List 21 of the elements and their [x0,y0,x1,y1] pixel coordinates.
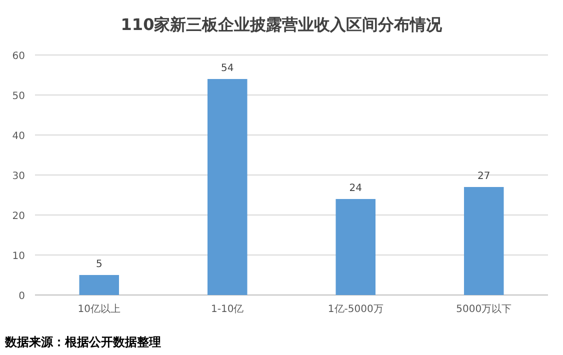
x-tick-label: 5000万以下 [456,303,512,315]
y-tick-label: 40 [12,131,25,142]
y-tick-label: 60 [12,51,25,62]
y-tick-label: 50 [12,91,25,102]
y-tick-label: 0 [18,291,25,302]
bar [464,187,504,295]
data-label: 27 [478,171,490,182]
source-note: 数据来源：根据公开数据整理 [4,335,161,349]
x-tick-label: 1亿-5000万 [328,304,384,315]
chart-title: 110家新三板企业披露营业收入区间分布情况 [120,15,444,34]
y-tick-label: 30 [12,171,25,182]
y-tick-label: 20 [12,211,25,222]
bar [207,79,248,295]
bar [336,199,376,295]
y-tick-label: 10 [12,251,25,262]
data-label: 5 [96,259,102,270]
x-tick-label: 10亿以上 [78,303,120,315]
bar [79,275,120,295]
x-tick-label: 1-10亿 [211,304,244,315]
data-label: 54 [221,63,234,74]
data-label: 24 [349,183,362,194]
